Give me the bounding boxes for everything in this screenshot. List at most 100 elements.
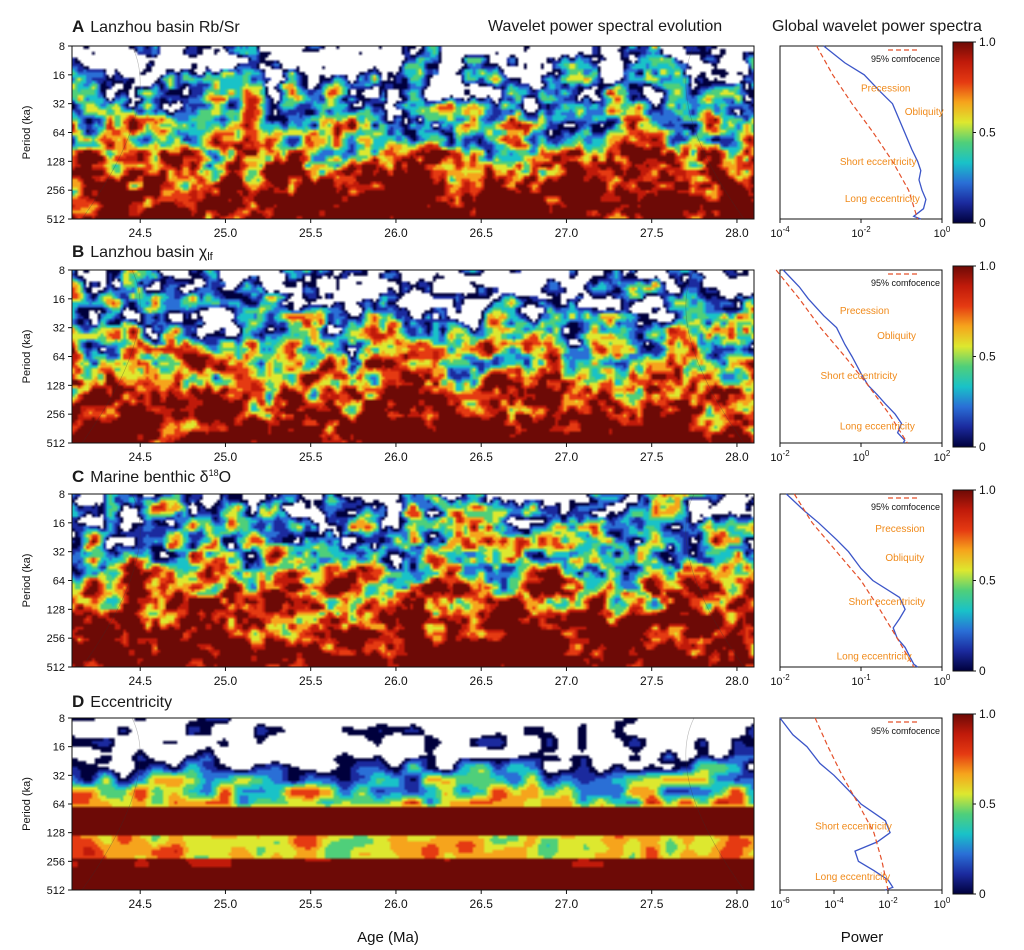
panel-b-colorbar-tick-label-0: 1.0 xyxy=(979,259,996,273)
panel-c-xtick-label-1: 25.0 xyxy=(214,674,238,688)
panel-b-xtick-label-6: 27.5 xyxy=(640,450,664,464)
panel-d-wavelet-power xyxy=(72,718,754,890)
panel-c-annotation-3: Long eccentricity xyxy=(837,652,912,663)
panel-b-ytick-label-6: 512 xyxy=(47,438,65,450)
panel-a-ytick-label-5: 256 xyxy=(47,185,65,197)
panel-b-xtick-label-2: 25.5 xyxy=(299,450,323,464)
panel-a-ytick-label-4: 128 xyxy=(47,156,65,168)
panel-c-title: C Marine benthic δ18O xyxy=(72,467,231,487)
panel-a-xtick-label-3: 26.0 xyxy=(384,226,408,240)
panel-d-colorbar-tick-label-0: 1.0 xyxy=(979,707,996,721)
panel-b-ytick-label-3: 64 xyxy=(53,352,65,364)
panel-c-suffix: O xyxy=(218,469,232,486)
panel-c-colorbar-tick-label-0: 1.0 xyxy=(979,483,996,497)
panel-d-global-xtick-label-0: 10-6 xyxy=(770,896,790,911)
panel-a-cone-right xyxy=(685,45,745,220)
panel-d-group: 8 16 32 64 128 256 512 Period (ka) 24.5 25.0 25.5 2… xyxy=(21,707,996,911)
panel-a-ytick-label-1: 16 xyxy=(53,70,65,82)
panel-b-ytick-label-2: 32 xyxy=(53,323,65,335)
panel-a-period-axis-label: Period (ka) xyxy=(21,106,33,160)
panel-c-ytick-label-1: 16 xyxy=(53,518,65,530)
panel-c-xtick-label-3: 26.0 xyxy=(384,674,408,688)
panel-b-global-xtick-label-1: 100 xyxy=(853,449,870,464)
evolution-heading: Wavelet power spectral evolution xyxy=(488,18,723,35)
panel-d-colorbar xyxy=(952,713,974,895)
panel-a-global-spectrum-line xyxy=(823,45,927,220)
panel-b-ytick-label-5: 256 xyxy=(47,409,65,421)
panel-c-period-axis-label: Period (ka) xyxy=(21,554,33,608)
panel-c-ytick-label-6: 512 xyxy=(47,662,65,674)
panel-a-name: Lanzhou basin Rb/Sr xyxy=(90,19,240,36)
panel-c-global-frame xyxy=(779,493,943,668)
panel-b-legend-label: 95% comfocence xyxy=(871,278,940,288)
panel-d-global-xtick-label-2: 10-2 xyxy=(878,896,898,911)
panel-a-xtick-label-5: 27.0 xyxy=(555,226,579,240)
panel-a-annotation-1: Obliquity xyxy=(905,107,944,118)
panel-c-xtick-label-0: 24.5 xyxy=(129,674,153,688)
panel-b-annotation-3: Long eccentricity xyxy=(840,421,915,432)
panel-c-global-xtick-label-1: 10-1 xyxy=(851,673,871,688)
panel-d-global-xtick-label-3: 100 xyxy=(934,896,951,911)
panel-d-xtick-label-1: 25.0 xyxy=(214,897,238,911)
panel-c-cone-left xyxy=(81,493,141,668)
panel-b-annotation-1: Obliquity xyxy=(877,331,916,342)
panel-d-period-axis-label: Period (ka) xyxy=(21,777,33,831)
panel-b-ytick-label-0: 8 xyxy=(59,265,65,277)
panel-d-name: Eccentricity xyxy=(90,694,173,711)
panel-b-xtick-label-0: 24.5 xyxy=(129,450,153,464)
panel-c-colorbar-tick-label-1: 0.5 xyxy=(979,574,996,588)
panel-d-xtick-label-2: 25.5 xyxy=(299,897,323,911)
panel-c-group: 8 16 32 64 128 256 512 Period (ka) 24.5 25.0 25.5 2… xyxy=(21,483,996,688)
panel-a-xtick-label-4: 26.5 xyxy=(470,226,494,240)
panel-b-name: Lanzhou basin χ xyxy=(90,244,208,261)
panel-c-ytick-label-2: 32 xyxy=(53,547,65,559)
panel-d-ytick-label-6: 512 xyxy=(47,885,65,897)
panel-a-colorbar-tick-label-1: 0.5 xyxy=(979,126,996,140)
panel-c-superscript: 18 xyxy=(208,468,219,478)
panel-c-confidence-line xyxy=(793,493,915,668)
panel-d-xtick-label-0: 24.5 xyxy=(129,897,153,911)
panel-a-ytick-label-3: 64 xyxy=(53,128,65,140)
panel-d-annotation-1: Long eccentricity xyxy=(815,872,890,883)
panel-c-ytick-label-5: 256 xyxy=(47,633,65,645)
panel-c-global-xtick-label-0: 10-2 xyxy=(770,673,790,688)
panel-c-legend-label: 95% comfocence xyxy=(871,502,940,512)
panel-b-cone-right xyxy=(685,269,745,444)
panel-b-global-xtick-label-2: 102 xyxy=(934,449,951,464)
panel-d-letter: D xyxy=(72,692,85,711)
panel-d-ytick-label-4: 128 xyxy=(47,828,65,840)
panel-a-ytick-label-0: 8 xyxy=(59,41,65,53)
panel-a-group: 8 16 32 64 128 256 512 Period (ka) 24.5 25.0 25.5 2… xyxy=(21,35,996,240)
panel-a-colorbar-tick-label-2: 0 xyxy=(979,216,986,230)
panel-b-xtick-label-4: 26.5 xyxy=(470,450,494,464)
panel-d-cone-right xyxy=(685,717,745,891)
power-axis-label: Power xyxy=(841,929,884,946)
panel-a-global-xtick-label-1: 10-2 xyxy=(851,225,871,240)
panel-b-global-frame xyxy=(779,269,943,444)
panel-a-wavelet-power xyxy=(72,46,754,219)
panel-c-xtick-label-7: 28.0 xyxy=(725,674,749,688)
panel-a-annotation-0: Precession xyxy=(861,84,910,95)
panel-a-ytick-label-6: 512 xyxy=(47,214,65,226)
panel-b-cone-left xyxy=(81,269,141,444)
panel-d-global-spectrum-line xyxy=(779,717,894,891)
panel-c-xtick-label-5: 27.0 xyxy=(555,674,579,688)
panel-a-cone-left xyxy=(81,45,141,220)
panel-b-ytick-label-4: 128 xyxy=(47,380,65,392)
panel-c-ytick-label-3: 64 xyxy=(53,576,65,588)
panel-b-period-axis-label: Period (ka) xyxy=(21,330,33,384)
panel-a-legend-label: 95% comfocence xyxy=(871,54,940,64)
panel-d-ytick-label-2: 32 xyxy=(53,770,65,782)
panel-c-global-xtick-label-2: 100 xyxy=(934,673,951,688)
panel-a-ytick-label-2: 32 xyxy=(53,99,65,111)
panel-c-letter: C xyxy=(72,467,85,486)
panel-a-annotation-3: Long eccentricity xyxy=(845,194,920,205)
panel-b-confidence-line xyxy=(775,269,908,444)
panel-c-cone-right xyxy=(685,493,745,668)
panel-a-xtick-label-2: 25.5 xyxy=(299,226,323,240)
panel-a-xtick-label-7: 28.0 xyxy=(725,226,749,240)
panel-c-name: Marine benthic δ xyxy=(90,469,209,486)
panel-b-colorbar-tick-label-1: 0.5 xyxy=(979,350,996,364)
panel-b-xtick-label-5: 27.0 xyxy=(555,450,579,464)
